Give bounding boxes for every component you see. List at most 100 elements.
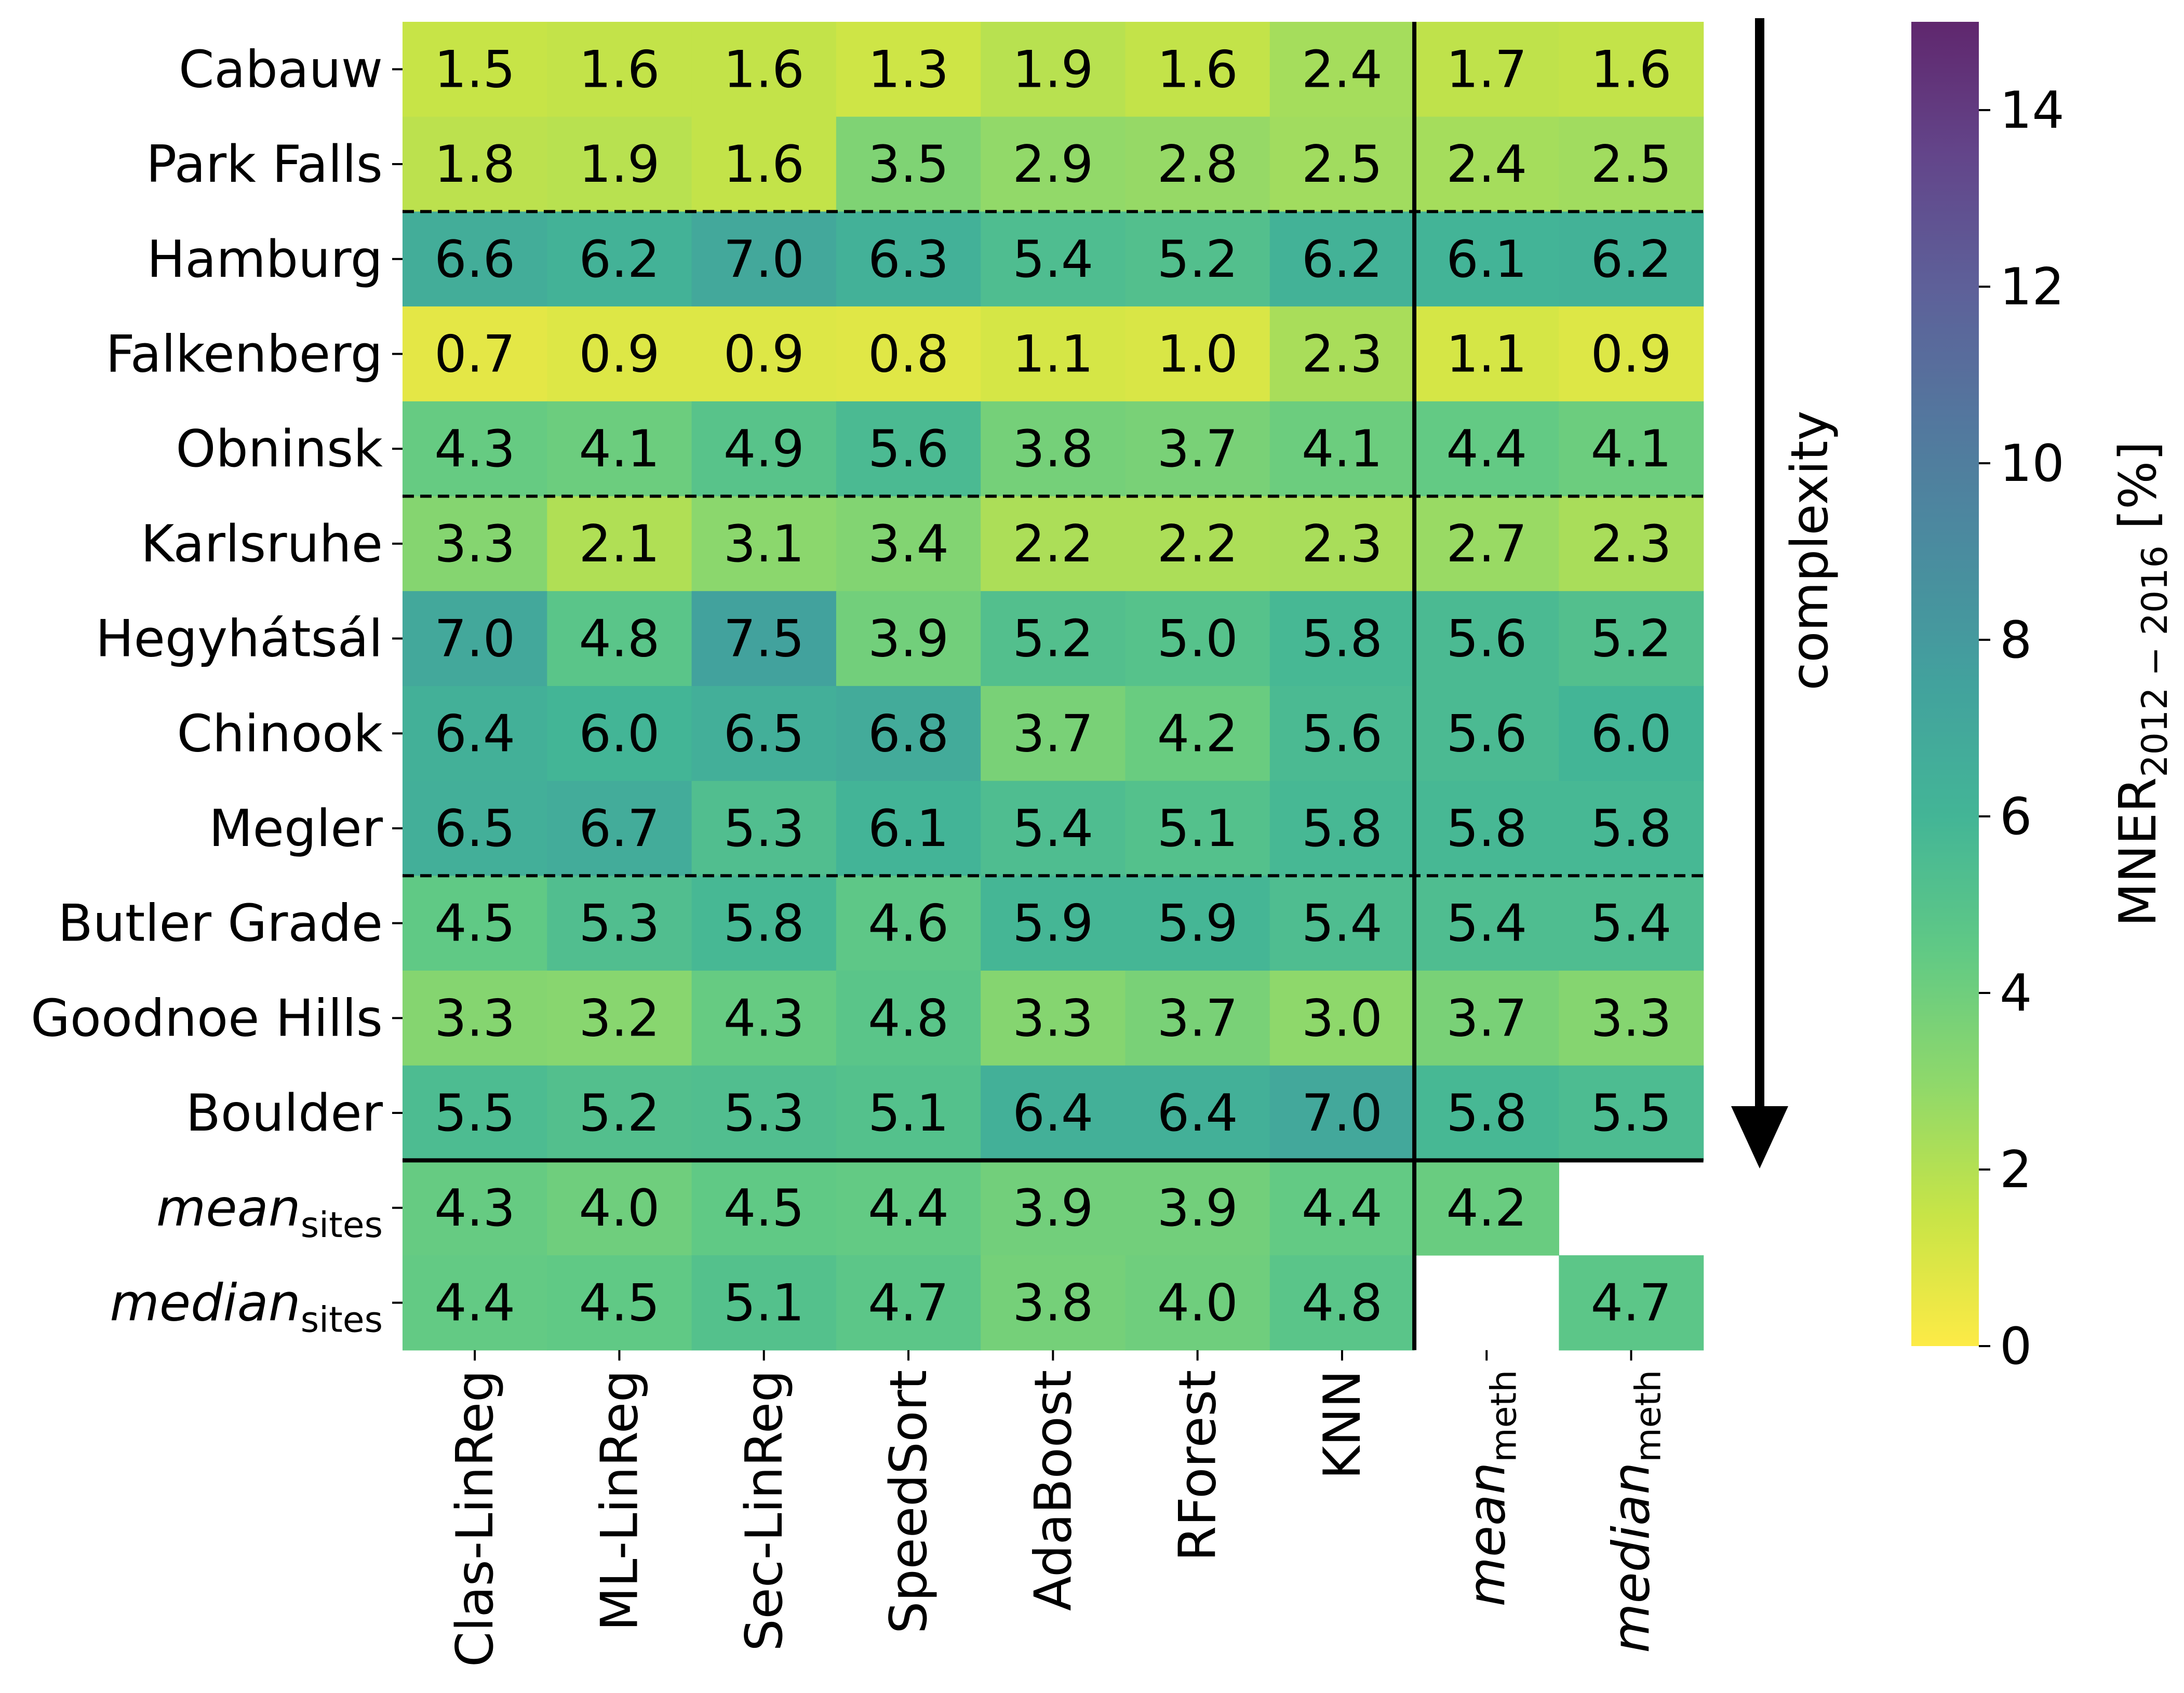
cell-mediansites-medianmeth — [1559, 1255, 1704, 1351]
cell-value: 1.9 — [1012, 40, 1093, 99]
cell-value: 1.6 — [1157, 40, 1238, 99]
cell-karlsruhe-knn — [1269, 496, 1415, 592]
cell-cabauw-medianmeth — [1559, 22, 1704, 117]
cell-butler-grade-medianmeth — [1559, 876, 1704, 971]
cell-value: 4.4 — [434, 1273, 515, 1333]
cell-value: 0.9 — [1591, 325, 1672, 384]
cell-hamburg-knn — [1269, 211, 1415, 307]
cell-value: 4.2 — [1446, 1179, 1527, 1238]
cell-value: 4.5 — [579, 1273, 660, 1333]
cell-value: 1.9 — [579, 135, 660, 194]
cell-boulder-ml-linreg — [547, 1065, 692, 1161]
cell-chinook-knn — [1269, 686, 1415, 782]
row-label: Hegyhátsál — [96, 610, 383, 669]
cell-value: 5.8 — [1302, 799, 1383, 858]
cell-value: 5.1 — [868, 1084, 949, 1143]
cell-hamburg-sec-linreg — [691, 211, 837, 307]
cell-value: 5.4 — [1446, 894, 1527, 953]
cell-megler-clas-linreg — [403, 781, 547, 876]
cell-value: 6.2 — [1302, 230, 1383, 289]
cell-value: 6.1 — [1446, 230, 1527, 289]
cell-hamburg-ml-linreg — [547, 211, 692, 307]
cell-park-falls-sec-linreg — [691, 116, 837, 212]
cell-value: 2.8 — [1157, 135, 1238, 194]
cell-value: 4.3 — [723, 989, 805, 1048]
cell-value: 4.5 — [434, 894, 515, 953]
cell-butler-grade-meanmeth — [1414, 876, 1559, 971]
cell-mediansites-adaboost — [981, 1255, 1126, 1351]
row-label: mediansites — [110, 1273, 383, 1340]
cell-value: 5.8 — [1302, 610, 1383, 669]
cell-goodnoe-hills-speedsort — [836, 971, 981, 1066]
cell-value: 4.8 — [868, 989, 949, 1048]
cell-value: 1.8 — [434, 135, 515, 194]
cell-cabauw-meanmeth — [1414, 22, 1559, 117]
cell-value: 3.0 — [1302, 989, 1383, 1048]
cell-value: 6.0 — [1591, 704, 1672, 763]
row-label: meansites — [156, 1179, 383, 1246]
cell-obninsk-medianmeth — [1559, 401, 1704, 497]
cell-mediansites-sec-linreg — [691, 1255, 837, 1351]
cell-karlsruhe-meanmeth — [1414, 496, 1559, 592]
cell-value: 3.7 — [1012, 704, 1093, 763]
cell-value: 5.0 — [1157, 610, 1238, 669]
cell-meansites-speedsort — [836, 1160, 981, 1256]
cell-karlsruhe-clas-linreg — [403, 496, 547, 592]
cell-goodnoe-hills-clas-linreg — [403, 971, 547, 1066]
row-labels: Cabauw Park Falls Hamburg Falkenberg Obninsk… — [31, 40, 403, 1340]
cell-chinook-adaboost — [981, 686, 1126, 782]
cell-value: 2.3 — [1302, 515, 1383, 574]
cell-obninsk-adaboost — [981, 401, 1126, 497]
row-label: Butler Grade — [58, 894, 383, 953]
cell-value: 6.5 — [434, 799, 515, 858]
cell-value: 1.6 — [579, 40, 660, 99]
colorbar-tick-label: 0 — [2000, 1317, 2032, 1376]
cell-meansites-meanmeth — [1414, 1160, 1559, 1256]
cell-value: 4.7 — [868, 1273, 949, 1333]
cell-mediansites-rforest — [1125, 1255, 1270, 1351]
cell-value: 5.6 — [1446, 704, 1527, 763]
cell-value: 5.8 — [1446, 1084, 1527, 1143]
cell-karlsruhe-medianmeth — [1559, 496, 1704, 592]
cell-value: 4.4 — [868, 1179, 949, 1238]
cell-value: 4.8 — [1302, 1273, 1383, 1333]
arrow-label: complexity — [1780, 411, 1840, 691]
cell-boulder-sec-linreg — [691, 1065, 837, 1161]
cell-park-falls-ml-linreg — [547, 116, 692, 212]
cell-value: 1.5 — [434, 40, 515, 99]
cell-value: 3.8 — [1012, 420, 1093, 479]
cell-value: 5.2 — [1157, 230, 1238, 289]
cell-goodnoe-hills-ml-linreg — [547, 971, 692, 1066]
cell-cabauw-adaboost — [981, 22, 1126, 117]
cell-value: 2.2 — [1157, 515, 1238, 574]
row-label: Falkenberg — [105, 325, 383, 384]
cell-value: 5.4 — [1012, 230, 1093, 289]
arrow-head — [1731, 1106, 1788, 1168]
cell-mediansites-speedsort — [836, 1255, 981, 1351]
cell-chinook-medianmeth — [1559, 686, 1704, 782]
cell-value: 2.4 — [1446, 135, 1527, 194]
cell-cabauw-knn — [1269, 22, 1415, 117]
cell-hamburg-speedsort — [836, 211, 981, 307]
cell-hegyh-ts-l-speedsort — [836, 591, 981, 687]
cell-value: 4.4 — [1302, 1179, 1383, 1238]
colorbar-tick-label: 6 — [2000, 787, 2032, 846]
cell-value: 7.0 — [434, 610, 515, 669]
colorbar-tick-label: 4 — [2000, 964, 2032, 1023]
colorbar-tick-label: 8 — [2000, 611, 2032, 670]
cell-value: 6.2 — [1591, 230, 1672, 289]
cell-obninsk-rforest — [1125, 401, 1270, 497]
cell-value: 4.3 — [434, 420, 515, 479]
cell-value: 1.3 — [868, 40, 949, 99]
cell-goodnoe-hills-rforest — [1125, 971, 1270, 1066]
cell-butler-grade-speedsort — [836, 876, 981, 971]
row-label: Park Falls — [146, 135, 383, 194]
cell-cabauw-ml-linreg — [547, 22, 692, 117]
cell-goodnoe-hills-knn — [1269, 971, 1415, 1066]
cell-goodnoe-hills-medianmeth — [1559, 971, 1704, 1066]
cell-falkenberg-clas-linreg — [403, 306, 547, 402]
column-label: Sec-LinReg — [735, 1370, 794, 1651]
cell-park-falls-speedsort — [836, 116, 981, 212]
row-label: Obninsk — [176, 420, 383, 479]
